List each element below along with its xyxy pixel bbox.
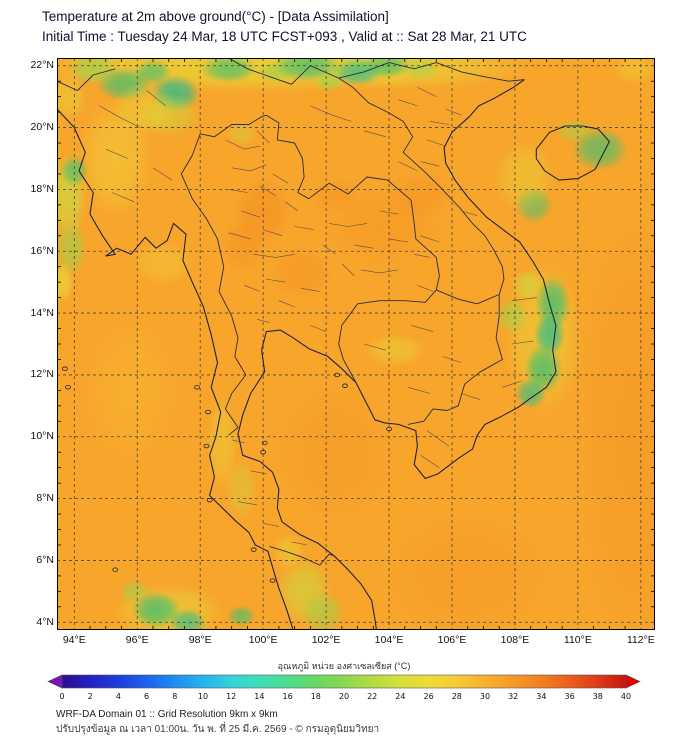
svg-text:30: 30: [480, 692, 490, 701]
lon-tick-label: 102°E: [311, 634, 341, 646]
lon-tick-label: 104°E: [374, 634, 404, 646]
colorbar-gradient-bar: [61, 674, 627, 689]
colorbar-arrow-right: [625, 674, 641, 689]
map-plot: [57, 58, 655, 630]
colorbar-arrow-left: [47, 674, 63, 689]
lon-tick-label: 98°E: [188, 634, 212, 646]
header: Temperature at 2m above ground(°C) - [Da…: [42, 7, 527, 47]
svg-text:26: 26: [424, 692, 434, 701]
svg-text:20: 20: [339, 692, 349, 701]
lon-tick-label: 96°E: [125, 634, 149, 646]
axis-minor-ticks: [57, 58, 655, 630]
svg-text:24: 24: [395, 692, 405, 701]
lon-tick-label: 108°E: [500, 634, 530, 646]
lon-tick-label: 110°E: [563, 634, 592, 646]
lat-tick-label: 4°N: [36, 615, 54, 628]
colorbar: 0 2 4 6 8 10 12 14 16 18 20 22 24 26 28 30 32 34 36 38 40: [47, 674, 641, 701]
svg-text:14: 14: [254, 692, 264, 701]
colorbar-block: อุณหภูมิ หน่วย องศาเซลเซียส (°C) 0 2 4 6 8 10…: [42, 659, 646, 709]
page-subtitle: Initial Time : Tuesday 24 Mar, 18 UTC FC…: [42, 29, 527, 44]
svg-text:16: 16: [283, 692, 293, 701]
svg-text:2: 2: [88, 692, 93, 701]
boundaries: [57, 58, 610, 630]
svg-text:34: 34: [536, 692, 546, 701]
lat-tick-label: 12°N: [30, 368, 54, 381]
footer-domain-info: WRF-DA Domain 01 :: Grid Resolution 9km …: [56, 709, 278, 720]
svg-text:38: 38: [593, 692, 603, 701]
lon-tick-label: 106°E: [437, 634, 467, 646]
lat-tick-label: 16°N: [30, 244, 54, 257]
lon-tick-label: 112°E: [626, 634, 655, 646]
lat-tick-label: 22°N: [30, 59, 54, 72]
plot-frame: [57, 58, 655, 630]
page-title: Temperature at 2m above ground(°C) - [Da…: [42, 9, 389, 24]
svg-text:10: 10: [198, 692, 208, 701]
temperature-field: [57, 58, 655, 630]
svg-text:6: 6: [144, 692, 149, 701]
colorbar-tick-labels: 0 2 4 6 8 10 12 14 16 18 20 22 24 26 28 30 32 34 36 38 40: [59, 692, 631, 701]
map-overlay: [57, 58, 655, 630]
svg-text:4: 4: [116, 692, 121, 701]
footer-update-info: ปรับปรุงข้อมูล ณ เวลา 01:00น. วัน พ. ที่…: [56, 724, 380, 735]
svg-text:18: 18: [311, 692, 321, 701]
gridlines: [57, 58, 655, 630]
lon-tick-label: 94°E: [62, 634, 86, 646]
svg-text:28: 28: [452, 692, 462, 701]
svg-text:8: 8: [172, 692, 177, 701]
svg-text:22: 22: [367, 692, 377, 701]
lat-tick-label: 10°N: [30, 430, 54, 443]
footer: WRF-DA Domain 01 :: Grid Resolution 9km …: [56, 707, 379, 737]
svg-text:36: 36: [565, 692, 575, 701]
lon-tick-label: 100°E: [248, 634, 278, 646]
lat-tick-label: 14°N: [30, 306, 54, 319]
svg-text:12: 12: [226, 692, 236, 701]
svg-text:40: 40: [621, 692, 631, 701]
svg-text:32: 32: [508, 692, 518, 701]
lat-tick-label: 8°N: [36, 492, 54, 505]
lat-tick-label: 6°N: [36, 553, 54, 566]
svg-text:0: 0: [59, 692, 64, 701]
colorbar-label: อุณหภูมิ หน่วย องศาเซลเซียส (°C): [277, 661, 411, 671]
lat-tick-label: 18°N: [30, 182, 54, 195]
lat-tick-label: 20°N: [30, 121, 54, 134]
